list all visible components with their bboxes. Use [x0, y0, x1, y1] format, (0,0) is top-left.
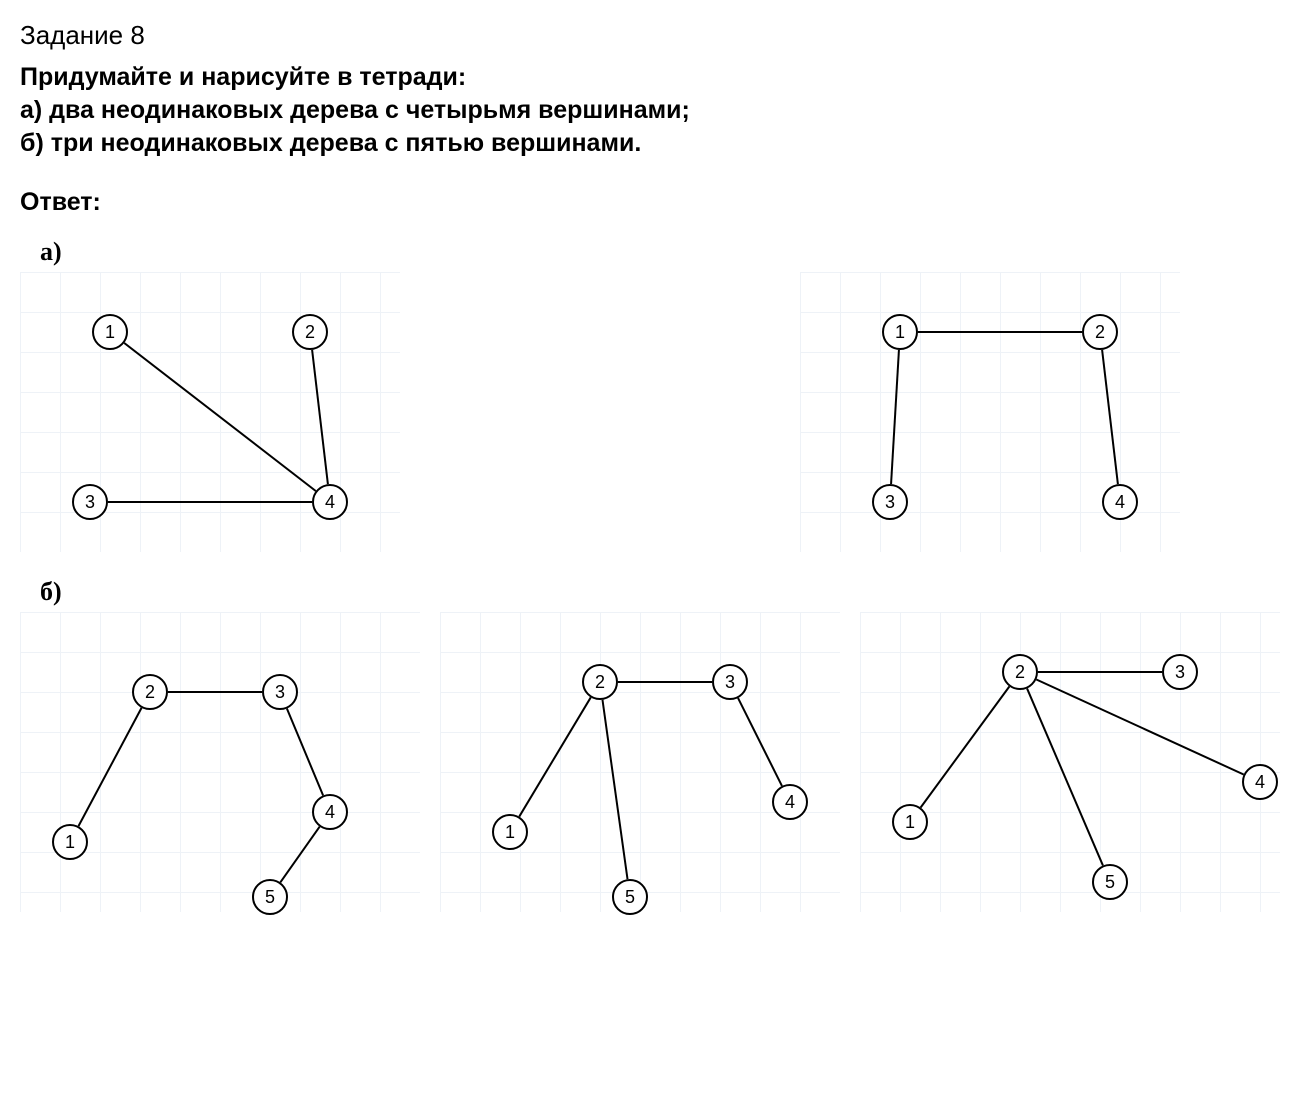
graph-panel-a-1: 1 2 3 4	[800, 272, 1180, 552]
graph-edges	[440, 612, 840, 912]
graph-edges	[860, 612, 1280, 912]
graph-panel-b-1: 1 2 3 4 5	[440, 612, 840, 912]
answer-label: Ответ:	[20, 188, 1284, 217]
graph-node: 3	[1162, 654, 1198, 690]
graph-node: 1	[892, 804, 928, 840]
graph-edge	[1027, 689, 1103, 866]
graph-node: 4	[312, 794, 348, 830]
graph-panel-b-2: 1 2 3 4 5	[860, 612, 1280, 912]
graph-edge	[602, 700, 627, 879]
graph-edges	[20, 612, 420, 912]
graph-node: 4	[1242, 764, 1278, 800]
prompt-line-3: б) три неодинаковых дерева с пятью верши…	[20, 129, 1284, 158]
graph-node: 4	[772, 784, 808, 820]
graph-row-b: 1 2 3 4 5 1 2 3 4 5 1 2 3 4 5	[20, 612, 1284, 912]
graph-row-a: 1 2 3 4 1 2 3 4	[20, 272, 1284, 552]
graph-panel-b-0: 1 2 3 4 5	[20, 612, 420, 912]
graph-node: 1	[882, 314, 918, 350]
graph-edge	[1102, 350, 1118, 484]
graph-node: 4	[312, 484, 348, 520]
graph-node: 3	[262, 674, 298, 710]
graph-edge	[287, 709, 323, 796]
graph-edge	[519, 697, 590, 816]
graph-node: 3	[872, 484, 908, 520]
prompt-line-1: Придумайте и нарисуйте в тетради:	[20, 63, 1284, 92]
graph-edge	[312, 350, 328, 484]
graph-node: 2	[1082, 314, 1118, 350]
graph-node: 3	[712, 664, 748, 700]
graph-node: 2	[582, 664, 618, 700]
graph-node: 1	[492, 814, 528, 850]
graph-edge	[921, 687, 1010, 808]
graph-edge	[1036, 679, 1243, 774]
graph-panel-a-0: 1 2 3 4	[20, 272, 400, 552]
graph-node: 5	[1092, 864, 1128, 900]
prompt-line-2: а) два неодинаковых дерева с четырьмя ве…	[20, 96, 1284, 125]
graph-edge	[891, 350, 899, 484]
graph-node: 3	[72, 484, 108, 520]
graph-node: 2	[132, 674, 168, 710]
graph-node: 1	[92, 314, 128, 350]
graph-node: 2	[292, 314, 328, 350]
graph-edge	[280, 827, 319, 883]
graph-edge	[78, 708, 141, 826]
graph-node: 5	[252, 879, 288, 915]
graph-node: 1	[52, 824, 88, 860]
section-b-label: б)	[40, 577, 1284, 607]
graph-edge	[124, 343, 316, 491]
task-title: Задание 8	[20, 20, 1284, 51]
section-a-label: а)	[40, 237, 1284, 267]
graph-node: 5	[612, 879, 648, 915]
graph-edge	[738, 698, 782, 786]
graph-node: 4	[1102, 484, 1138, 520]
graph-node: 2	[1002, 654, 1038, 690]
